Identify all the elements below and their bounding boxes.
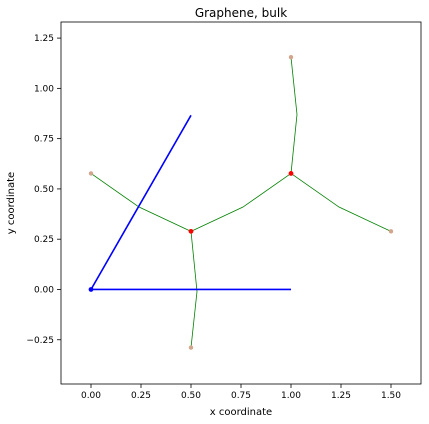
atoms-layer (88, 54, 394, 350)
neighbor-atom-point-4 (388, 229, 394, 234)
y-tick-label-5: 0.75 (34, 135, 54, 145)
y-tick-label-2: 0.00 (34, 285, 54, 295)
bonds-layer (90, 57, 392, 348)
basis-atom-point-2 (288, 171, 294, 176)
x-tick-label-3: 0.50 (181, 391, 201, 401)
y-tick-label-1: −0.25 (26, 336, 54, 346)
neighbor-atom-point-3 (288, 54, 294, 60)
x-tick-label-7: 1.50 (381, 391, 401, 401)
origin-point (88, 287, 94, 292)
neighbor-atom-point-2 (188, 345, 194, 350)
bond-line-3 (190, 231, 198, 348)
x-axis-label: x coordinate (210, 407, 272, 418)
y-tick-label-4: 0.50 (34, 185, 54, 195)
y-axis: −0.25 0.00 0.25 0.50 0.75 1.00 1.25 (26, 34, 61, 346)
bond-line-2 (190, 173, 292, 232)
bond-line-5 (290, 173, 392, 232)
x-axis: 0.00 0.25 0.50 0.75 1.00 1.25 1.50 (81, 384, 401, 401)
x-tick-label-6: 1.25 (331, 391, 351, 401)
y-tick-label-6: 1.00 (34, 84, 54, 94)
x-tick-label-1: 0.00 (81, 391, 101, 401)
y-axis-label: y coordinate (6, 172, 17, 234)
x-tick-label-4: 0.75 (231, 391, 251, 401)
lattice-vectors-layer (90, 114, 291, 291)
chart-title: Graphene, bulk (195, 6, 287, 20)
y-tick-label-3: 0.25 (34, 235, 54, 245)
x-tick-label-5: 1.00 (281, 391, 301, 401)
plot-area-frame (60, 21, 422, 385)
bond-line-4 (290, 57, 298, 174)
lattice-vector-2 (90, 114, 192, 290)
neighbor-atom-point-1 (88, 171, 94, 176)
basis-atom-point-1 (188, 228, 194, 234)
x-tick-label-2: 0.25 (131, 391, 151, 401)
y-tick-label-7: 1.25 (34, 34, 54, 44)
